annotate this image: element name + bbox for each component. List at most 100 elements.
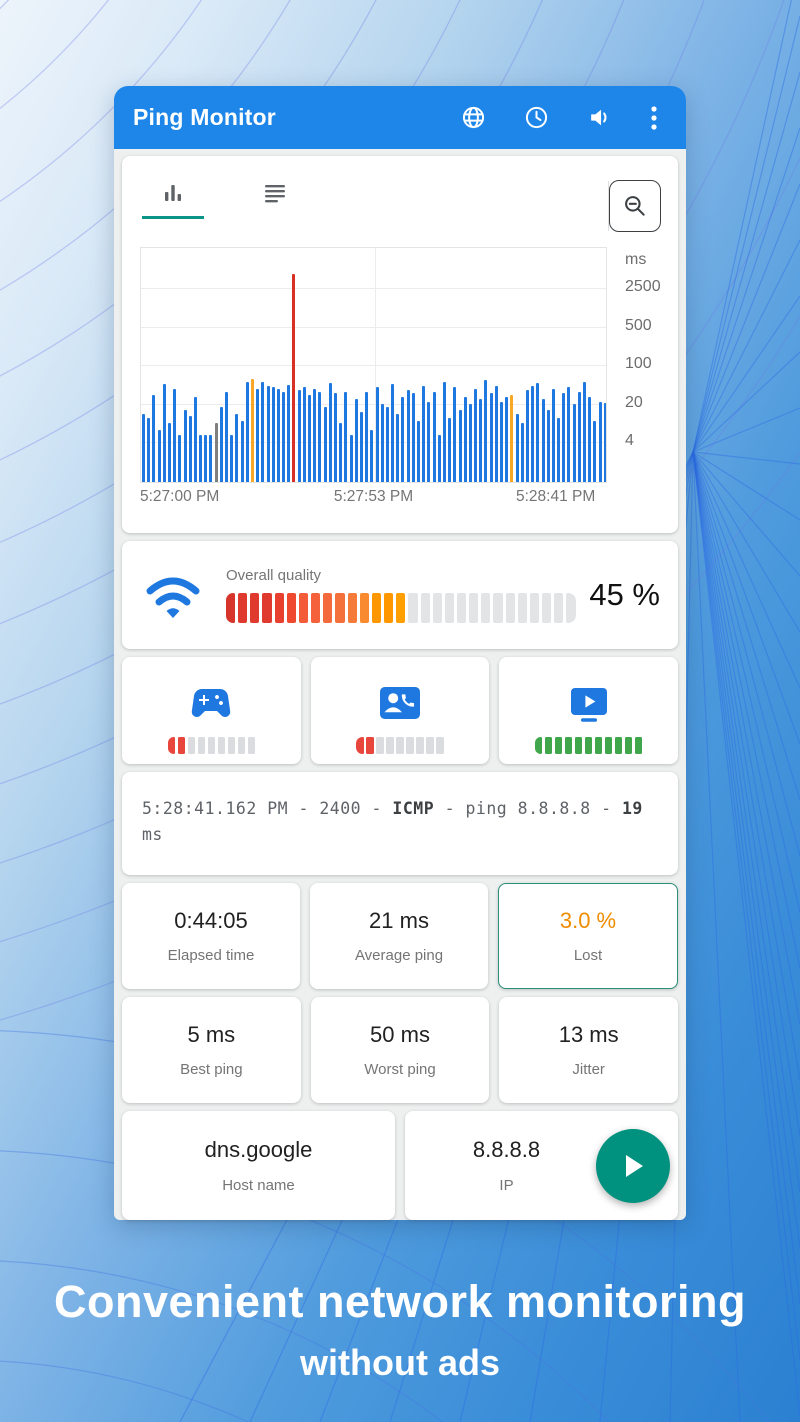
zoom-out-button[interactable] [609,180,661,232]
ping-bar [354,399,358,482]
stat-worst-ping[interactable]: 50 ms Worst ping [310,997,490,1103]
volume-icon[interactable] [587,105,612,130]
ping-bar [178,434,182,482]
chart-card: 5:27:00 PM 5:27:53 PM 5:28:41 PM ms 2500 500… [122,156,678,533]
gridline [141,288,606,289]
caption-line-1: Convenient network monitoring [53,1276,746,1327]
caption-line-2: without ads [300,1342,500,1383]
quality-segment [505,593,515,623]
play-icon [626,1154,643,1177]
chart-y-axis: ms 2500 500 100 20 4 [625,247,685,483]
ping-bar [225,391,229,482]
service-segment [366,737,374,754]
service-segment [207,737,216,754]
service-card-gaming[interactable] [122,657,301,764]
start-ping-button[interactable] [596,1128,670,1203]
ip-card[interactable]: 8.8.8.8 IP [405,1111,678,1220]
ping-bar [240,420,244,482]
last-ping-log-card[interactable]: 5:28:41.162 PM - 2400 - ICMP - ping 8.8.… [122,772,678,875]
service-cards-row [122,657,679,764]
overflow-menu-icon[interactable] [650,105,658,131]
service-segment [167,737,176,754]
stat-jitter[interactable]: 13 ms Jitter [499,997,679,1103]
service-segment [217,737,226,754]
x-tick-label: 5:28:41 PM [515,488,596,505]
ping-bar [494,386,498,482]
ping-bar [463,397,467,482]
endpoint-row: dns.google Host name 8.8.8.8 IP [122,1111,678,1220]
quality-segment-bar [226,593,576,623]
tab-log-view[interactable] [244,180,306,219]
ping-bar [173,388,177,482]
view-tabs [142,180,306,219]
stat-best-ping[interactable]: 5 ms Best ping [122,997,301,1103]
gamepad-icon [192,689,231,717]
history-clock-icon[interactable] [524,105,549,130]
stat-average-ping[interactable]: 21 ms Average ping [310,883,488,989]
ping-bar [276,388,280,482]
service-card-video-call[interactable] [310,657,490,764]
ping-bar [520,423,524,482]
stat-label: Elapsed time [167,947,255,964]
chart-x-axis: 5:27:00 PM 5:27:53 PM 5:28:41 PM [140,488,607,514]
ping-bar [142,413,145,482]
gridline-vertical [374,248,376,482]
service-segment [406,737,414,754]
ping-bar [157,430,161,482]
ping-bar [297,390,301,482]
stat-value: 21 ms [369,908,429,933]
ping-bar [417,420,420,482]
ping-bar [313,388,317,482]
quality-segment [262,593,272,623]
screen-content: 5:27:00 PM 5:27:53 PM 5:28:41 PM ms 2500 500… [114,149,686,1220]
ip-value: 8.8.8.8 [472,1137,541,1162]
stats-row-2: 5 ms Best ping 50 ms Worst ping 13 ms Ji… [122,997,679,1103]
service-segment [386,737,394,754]
ping-bar [572,404,576,482]
ping-bar [209,434,213,482]
ping-bar [598,401,602,482]
stat-label: Jitter [572,1061,605,1078]
quality-meter: Overall quality [226,567,576,623]
ping-bar [505,397,509,482]
service-segment [534,737,543,754]
ping-bar [375,387,379,482]
quality-segment [396,593,406,623]
service-card-streaming[interactable] [499,657,679,764]
y-axis-unit: ms [625,251,647,268]
ping-bar [453,387,457,482]
marketing-caption: Convenient network monitoring without ad… [0,1276,800,1384]
wifi-icon [146,577,200,618]
host-name-card[interactable]: dns.google Host name [122,1111,395,1220]
service-segment [376,737,384,754]
service-segment [177,737,186,754]
ping-bar [333,393,337,482]
ping-bar [365,391,369,482]
ping-bar [546,410,550,482]
ping-bar [391,383,395,482]
ping-bar [380,404,384,482]
ping-bar [339,423,343,482]
ping-bar [536,382,540,482]
ping-bar [302,387,306,482]
ping-bar [235,413,239,482]
ping-chart[interactable]: 5:27:00 PM 5:27:53 PM 5:28:41 PM [140,247,607,514]
tab-chart-view[interactable] [142,180,204,219]
ping-bar [468,404,472,482]
ip-label: IP [499,1177,514,1194]
ping-bar [432,391,436,482]
service-segment [416,737,424,754]
ping-bar [577,391,581,482]
ping-bar [411,393,415,482]
quality-segment [311,593,321,623]
service-segment [554,737,563,754]
stat-lost[interactable]: 3.0 % Lost [498,883,678,989]
globe-icon[interactable] [461,105,486,130]
ping-bar [349,434,353,482]
service-segment [584,737,593,754]
stat-elapsed-time[interactable]: 0:44:05 Elapsed time [122,883,300,989]
service-bar-gaming [167,737,256,754]
service-segment [564,737,573,754]
ping-bar [219,406,223,482]
stat-value: 0:44:05 [174,908,248,933]
